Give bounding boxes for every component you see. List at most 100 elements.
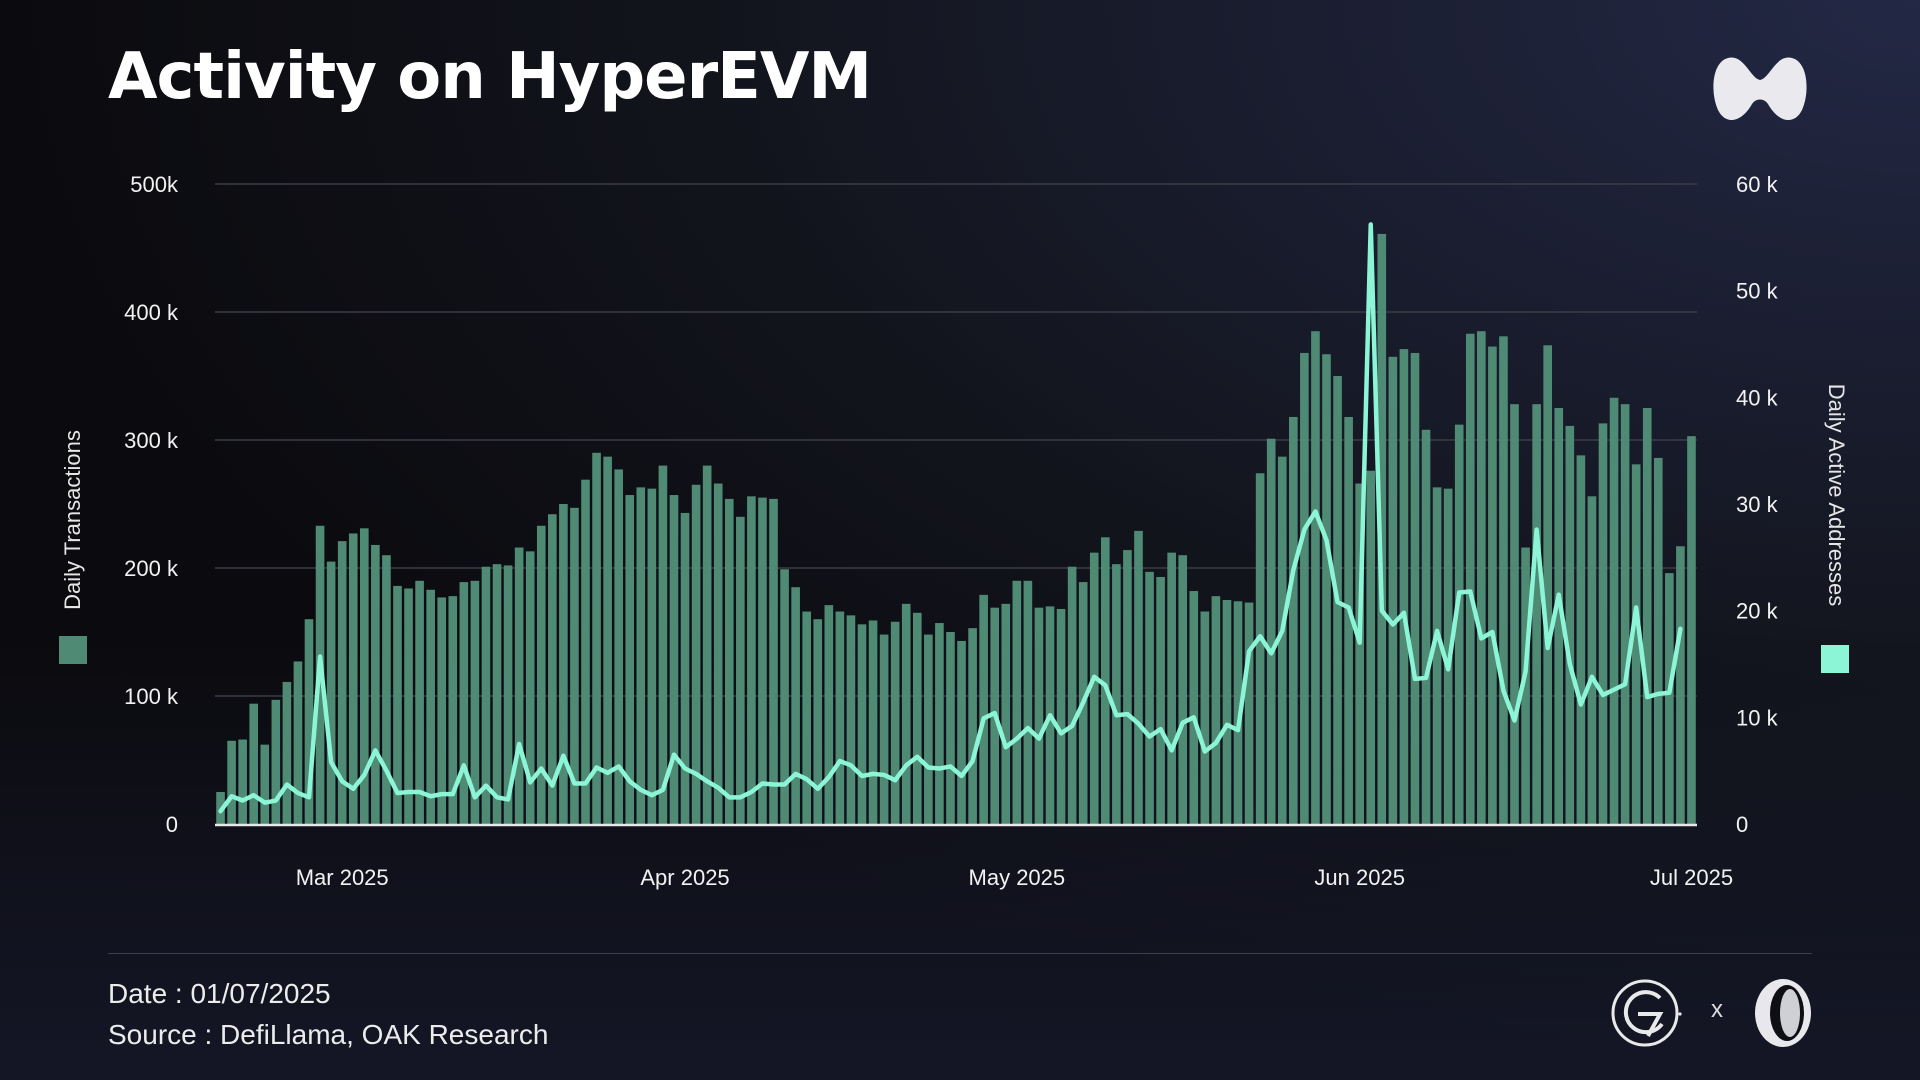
bar	[1200, 611, 1210, 824]
bar	[592, 452, 601, 824]
bar	[1023, 580, 1033, 824]
bar	[1642, 408, 1652, 824]
bar	[1034, 607, 1044, 824]
bar	[1665, 573, 1674, 824]
bar	[271, 699, 281, 824]
bar	[426, 589, 435, 824]
source-label: Source : DefiLlama, OAK Research	[108, 1019, 549, 1050]
bar	[1388, 356, 1398, 824]
bar	[1189, 591, 1199, 824]
bar	[957, 640, 966, 824]
bar	[1001, 603, 1011, 824]
bar	[758, 497, 767, 824]
bar	[813, 619, 823, 824]
bar	[470, 580, 480, 824]
bar	[1676, 546, 1685, 824]
bar	[1167, 552, 1176, 824]
line-path	[218, 222, 1683, 814]
bar	[724, 498, 734, 824]
bar	[1631, 464, 1641, 824]
bar	[1454, 424, 1464, 824]
line-series-daily-active-addresses	[218, 222, 1683, 814]
bar	[1244, 602, 1254, 824]
bar	[702, 465, 712, 824]
bar	[1576, 455, 1586, 824]
bar	[1653, 457, 1663, 824]
bar	[1366, 470, 1376, 824]
bar	[459, 582, 469, 824]
bar	[879, 634, 889, 824]
bar	[901, 603, 911, 824]
bar	[835, 611, 845, 824]
right-tick-label: 0	[1736, 812, 1748, 837]
left-tick-label: 400 k	[124, 300, 179, 325]
bar	[1255, 473, 1265, 824]
left-tick-label: 300 k	[124, 428, 179, 453]
right-tick-label: 20 k	[1736, 599, 1779, 624]
bar	[1488, 346, 1497, 824]
bar	[868, 620, 878, 824]
bar	[304, 619, 314, 824]
left-tick-label: 200 k	[124, 556, 179, 581]
bar	[935, 623, 944, 824]
bar	[802, 611, 812, 824]
bar	[437, 597, 447, 824]
bar	[1399, 349, 1409, 824]
x-tick-label: May 2025	[969, 865, 1066, 890]
bar	[249, 703, 259, 824]
bar	[691, 484, 701, 824]
right-tick-label: 30 k	[1736, 492, 1779, 517]
bar	[924, 634, 933, 824]
bar	[570, 507, 579, 824]
bar	[713, 483, 723, 824]
bar	[1012, 580, 1022, 824]
bar	[1565, 425, 1575, 824]
right-tick-label: 10 k	[1736, 705, 1779, 730]
bar	[382, 555, 391, 824]
legend-swatch-daily-transactions	[59, 636, 87, 664]
legend-swatch-daily-active-addresses	[1821, 645, 1849, 673]
bar	[1123, 550, 1132, 824]
left-tick-label: 100 k	[124, 684, 179, 709]
bar	[658, 465, 668, 824]
bar	[736, 516, 745, 824]
bar-series-daily-transactions	[216, 233, 1696, 825]
bar	[415, 580, 424, 824]
right-tick-label: 60 k	[1736, 172, 1779, 197]
bar	[1532, 404, 1541, 824]
bar	[912, 612, 922, 824]
bar	[625, 495, 635, 824]
bar	[968, 628, 977, 824]
bar	[1311, 331, 1320, 824]
bar	[791, 587, 800, 824]
bar	[559, 504, 568, 824]
bar	[780, 569, 789, 824]
bar	[680, 512, 690, 824]
bar	[1543, 345, 1553, 824]
bar	[647, 488, 657, 824]
bar	[824, 605, 834, 824]
bar	[614, 469, 623, 824]
bar	[293, 661, 303, 824]
times-symbol: x	[1711, 996, 1723, 1023]
bar	[603, 456, 612, 824]
bar	[890, 621, 900, 824]
bar	[548, 514, 557, 824]
left-tick-label: 500k	[130, 172, 179, 197]
bar	[1355, 483, 1364, 824]
bar	[492, 564, 502, 824]
bar	[525, 551, 535, 824]
footer-logos	[1611, 979, 1811, 1047]
right-tick-label: 40 k	[1736, 385, 1779, 410]
bar	[1598, 423, 1608, 824]
hyperliquid-logo-icon	[1713, 57, 1807, 121]
bar	[669, 495, 679, 824]
bar	[769, 498, 778, 824]
footer-divider	[108, 953, 1812, 954]
bar	[1178, 555, 1188, 824]
bar	[348, 533, 358, 824]
x-tick-label: Jul 2025	[1650, 865, 1733, 890]
bar	[503, 565, 513, 824]
bar	[1477, 331, 1486, 824]
